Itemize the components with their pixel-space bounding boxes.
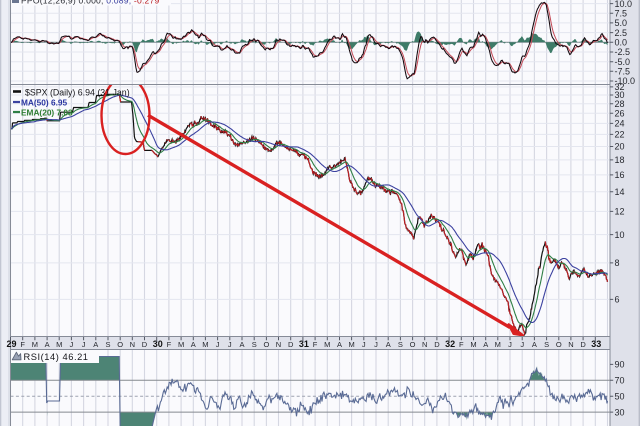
svg-text:D: D <box>434 340 440 349</box>
svg-text:S: S <box>544 340 549 349</box>
svg-text:N: N <box>130 340 135 349</box>
svg-text:J: J <box>520 340 524 349</box>
svg-text:M: M <box>495 340 501 349</box>
svg-text:D: D <box>142 340 148 349</box>
svg-text:J: J <box>508 340 512 349</box>
svg-text:F: F <box>167 340 172 349</box>
svg-text:N: N <box>568 340 573 349</box>
svg-text:O: O <box>410 340 416 349</box>
svg-text:S: S <box>398 340 403 349</box>
svg-text:M: M <box>56 340 62 349</box>
svg-text:O: O <box>556 340 562 349</box>
svg-text:-2.5: -2.5 <box>615 47 631 57</box>
svg-text:A: A <box>337 340 342 349</box>
svg-text:PPO(12,26,9) 0.000, 0.089, -0.: PPO(12,26,9) 0.000, 0.089, -0.279 <box>21 0 159 5</box>
svg-text:N: N <box>422 340 427 349</box>
svg-text:A: A <box>93 340 98 349</box>
svg-text:EMA(20) 7.03: EMA(20) 7.03 <box>21 107 73 117</box>
svg-text:A: A <box>483 340 488 349</box>
svg-text:A: A <box>45 340 50 349</box>
svg-text:26: 26 <box>615 108 625 118</box>
svg-text:70: 70 <box>615 376 625 386</box>
svg-text:30: 30 <box>615 90 625 100</box>
svg-text:M: M <box>32 340 38 349</box>
svg-text:S: S <box>105 340 110 349</box>
svg-text:14: 14 <box>615 187 625 197</box>
svg-text:M: M <box>348 340 354 349</box>
svg-text:J: J <box>70 340 74 349</box>
svg-text:J: J <box>362 340 366 349</box>
svg-text:31: 31 <box>299 339 309 349</box>
svg-text:M: M <box>324 340 330 349</box>
svg-text:N: N <box>276 340 281 349</box>
svg-text:A: A <box>386 340 391 349</box>
svg-text:30: 30 <box>153 339 163 349</box>
svg-text:F: F <box>459 340 464 349</box>
svg-text:F: F <box>20 340 25 349</box>
svg-text:RSI(14) 46.21: RSI(14) 46.21 <box>24 352 89 362</box>
svg-text:D: D <box>288 340 294 349</box>
svg-text:8: 8 <box>615 258 620 268</box>
svg-text:16: 16 <box>615 170 625 180</box>
svg-text:20: 20 <box>615 142 625 152</box>
svg-text:J: J <box>374 340 378 349</box>
svg-text:10.0: 10.0 <box>615 0 633 9</box>
svg-text:M: M <box>202 340 208 349</box>
svg-text:A: A <box>239 340 244 349</box>
svg-text:M: M <box>178 340 184 349</box>
svg-text:-10.0: -10.0 <box>615 76 636 86</box>
svg-text:24: 24 <box>615 119 625 129</box>
svg-text:29: 29 <box>6 339 16 349</box>
svg-text:10: 10 <box>615 230 625 240</box>
svg-text:-7.5: -7.5 <box>615 67 631 77</box>
svg-text:D: D <box>580 340 586 349</box>
svg-text:J: J <box>216 340 220 349</box>
svg-text:MA(50) 6.95: MA(50) 6.95 <box>21 97 67 107</box>
svg-text:33: 33 <box>591 339 601 349</box>
svg-text:J: J <box>82 340 86 349</box>
svg-text:S: S <box>252 340 257 349</box>
svg-text:0.0: 0.0 <box>615 38 628 48</box>
svg-text:A: A <box>191 340 196 349</box>
svg-text:32: 32 <box>615 82 625 92</box>
svg-text:28: 28 <box>615 99 625 109</box>
svg-text:90: 90 <box>615 360 625 370</box>
svg-text:7.5: 7.5 <box>615 9 628 19</box>
svg-text:18: 18 <box>615 155 625 165</box>
svg-text:F: F <box>313 340 318 349</box>
svg-text:22: 22 <box>615 130 625 140</box>
svg-text:$SPX (Daily) 6.94 (31 Jan): $SPX (Daily) 6.94 (31 Jan) <box>25 88 130 98</box>
svg-text:-5.0: -5.0 <box>615 57 631 67</box>
svg-text:2.5: 2.5 <box>615 28 628 38</box>
svg-text:32: 32 <box>445 339 455 349</box>
svg-text:O: O <box>117 340 123 349</box>
svg-text:M: M <box>470 340 476 349</box>
svg-text:6: 6 <box>615 295 620 305</box>
svg-text:A: A <box>532 340 537 349</box>
svg-text:50: 50 <box>615 391 625 401</box>
svg-text:5.0: 5.0 <box>615 18 628 28</box>
svg-text:J: J <box>228 340 232 349</box>
svg-text:12: 12 <box>615 207 625 217</box>
svg-text:30: 30 <box>615 407 625 417</box>
svg-text:O: O <box>263 340 269 349</box>
